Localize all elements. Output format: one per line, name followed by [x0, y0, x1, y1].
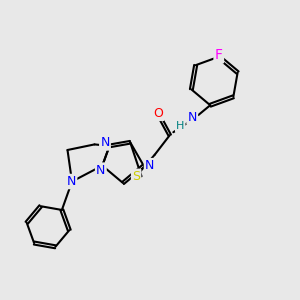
- Text: N: N: [100, 136, 110, 149]
- Text: N: N: [67, 175, 76, 188]
- Text: S: S: [132, 170, 140, 183]
- Text: H: H: [176, 121, 184, 131]
- Text: F: F: [215, 48, 223, 62]
- Text: O: O: [153, 107, 163, 120]
- Text: N: N: [145, 159, 154, 172]
- Text: N: N: [188, 111, 197, 124]
- Text: N: N: [96, 164, 106, 177]
